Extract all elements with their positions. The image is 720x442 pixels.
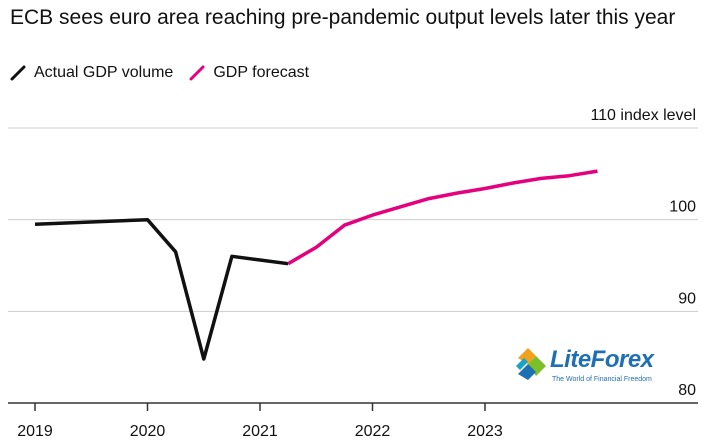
y-tick-label-90: 90: [678, 290, 696, 307]
watermark-tagline: The World of Financial Freedom: [552, 376, 652, 383]
series-line-actual-gdp: [34, 217, 289, 361]
legend-item-forecast: GDP forecast: [189, 64, 309, 82]
series-line-gdp-forecast: [287, 169, 598, 266]
x-tick-label-2019: 2019: [17, 423, 53, 440]
legend-swatch-forecast: [189, 65, 205, 81]
x-tick-label-2020: 2020: [130, 423, 166, 440]
y-tick-label-110: 110 index level: [590, 107, 696, 124]
x-tick-label-2022: 2022: [355, 423, 391, 440]
legend-swatch-actual: [10, 65, 26, 81]
legend-item-actual: Actual GDP volume: [10, 64, 173, 82]
chart-title: ECB sees euro area reaching pre-pandemic…: [10, 6, 676, 29]
legend-label-forecast: GDP forecast: [213, 64, 310, 81]
watermark-brand: LiteForex: [550, 346, 654, 373]
x-tick-label-2021: 2021: [242, 423, 278, 440]
chart-legend: Actual GDP volume GDP forecast: [10, 64, 325, 82]
liteforex-watermark: LiteForex The World of Financial Freedom: [514, 340, 664, 390]
legend-label-actual: Actual GDP volume: [34, 64, 174, 81]
y-tick-label-80: 80: [678, 382, 696, 399]
liteforex-logo-icon: [516, 348, 546, 380]
y-tick-label-100: 100: [669, 199, 696, 216]
x-tick-label-2023: 2023: [467, 423, 503, 440]
